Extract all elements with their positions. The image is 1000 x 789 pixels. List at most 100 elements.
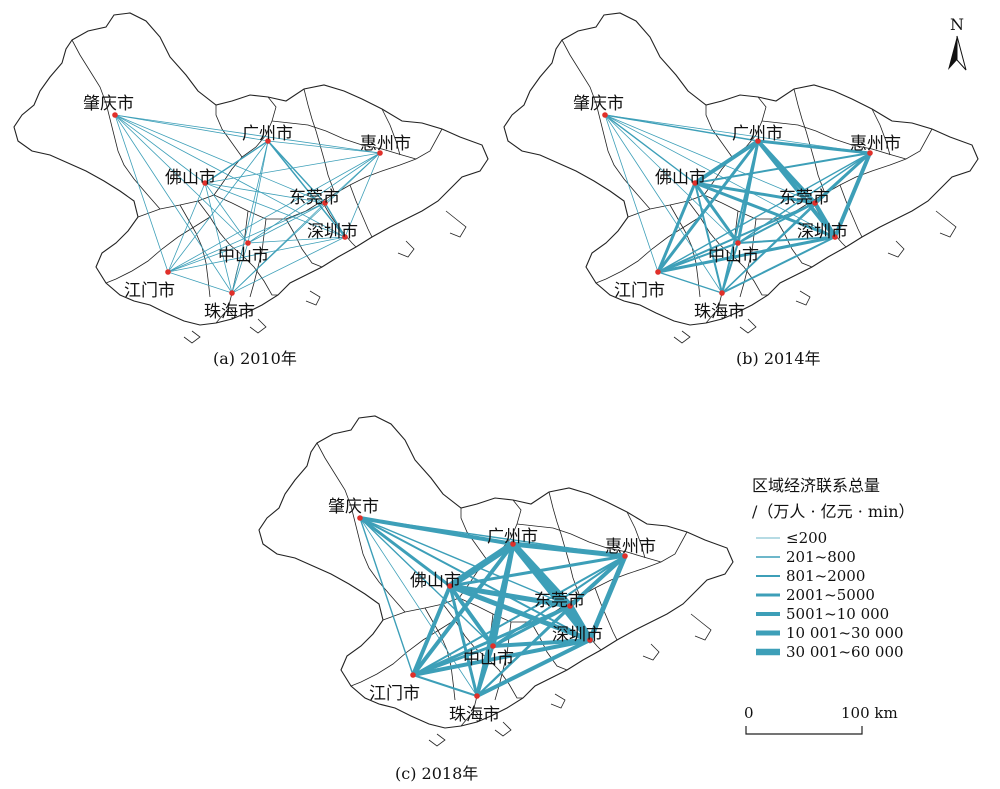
city-label-foshan: 佛山市 bbox=[655, 168, 706, 188]
legend-item: 2001~5000 bbox=[752, 585, 992, 604]
city-label-zhongshan: 中山市 bbox=[463, 649, 514, 669]
caption-2010: (a) 2010年 bbox=[213, 349, 297, 368]
link-foshan-dongguan bbox=[693, 181, 817, 205]
legend-swatch bbox=[756, 537, 780, 538]
economic-links bbox=[604, 114, 872, 294]
district-boundary bbox=[761, 120, 907, 160]
link-guangzhou-zhuhai bbox=[231, 140, 269, 294]
city-points bbox=[357, 515, 628, 699]
link-guangzhou-dongguan bbox=[267, 140, 326, 204]
outer-boundary bbox=[258, 415, 734, 729]
outer-boundary bbox=[503, 12, 979, 326]
island-boundary bbox=[690, 613, 712, 641]
legend-swatch bbox=[756, 555, 780, 558]
district-boundary bbox=[215, 105, 243, 158]
city-label-zhongshan: 中山市 bbox=[218, 246, 269, 266]
city-label-zhongshan: 中山市 bbox=[708, 246, 759, 266]
link-huizhou-shenzhen bbox=[833, 151, 872, 239]
link-guangzhou-huizhou bbox=[756, 139, 872, 155]
district-boundary bbox=[594, 587, 618, 641]
link-shenzhen-jiangmen bbox=[656, 235, 837, 274]
north-arrow-left bbox=[948, 36, 957, 70]
island-boundary bbox=[445, 210, 467, 238]
island-boundary bbox=[887, 240, 905, 258]
legend-items: ≤200 201~800 801~2000 2001~5000 5001~10 000 1… bbox=[752, 528, 992, 661]
district-boundary bbox=[595, 216, 701, 284]
link-foshan-zhongshan bbox=[693, 181, 740, 245]
legend-swatch bbox=[756, 593, 780, 596]
district-boundary bbox=[561, 39, 651, 210]
scale-bar-line bbox=[745, 726, 863, 735]
link-zhongshan-zhuhai bbox=[721, 242, 739, 294]
link-shenzhen-zhuhai bbox=[721, 236, 836, 294]
link-guangzhou-shenzhen bbox=[756, 139, 837, 239]
link-shenzhen-zhongshan bbox=[491, 638, 592, 648]
link-jiangmen-zhuhai bbox=[412, 674, 478, 697]
legend-label: 5001~10 000 bbox=[786, 604, 890, 623]
link-foshan-zhongshan bbox=[204, 182, 249, 244]
link-dongguan-shenzhen bbox=[566, 602, 594, 644]
link-shenzhen-zhongshan bbox=[737, 236, 836, 244]
legend-title-line1: 区域经济联系总量 bbox=[752, 476, 881, 495]
link-zhaoqing-zhongshan bbox=[114, 114, 249, 244]
island-boundary bbox=[673, 330, 691, 344]
scale-end-label: 100 km bbox=[841, 704, 898, 722]
district-boundary bbox=[105, 216, 211, 284]
island-boundary bbox=[183, 330, 201, 344]
city-point-huizhou bbox=[867, 150, 873, 156]
city-label-zhaoqing: 肇庆市 bbox=[328, 497, 379, 517]
city-point-dongguan bbox=[322, 200, 328, 206]
city-label-shenzhen: 深圳市 bbox=[797, 222, 848, 242]
city-label-jiangmen: 江门市 bbox=[369, 684, 420, 704]
city-point-guangzhou bbox=[265, 138, 271, 144]
city-label-dongguan: 东莞市 bbox=[779, 188, 830, 208]
city-point-jiangmen bbox=[655, 269, 661, 275]
district-boundary bbox=[197, 200, 278, 296]
link-huizhou-jiangmen bbox=[412, 555, 626, 676]
link-huizhou-shenzhen bbox=[587, 553, 628, 643]
city-point-shenzhen bbox=[587, 637, 593, 643]
city-point-huizhou bbox=[377, 150, 383, 156]
north-arrow-icon: N bbox=[948, 15, 967, 71]
link-zhaoqing-jiangmen bbox=[114, 114, 169, 273]
legend-item: 201~800 bbox=[752, 547, 992, 566]
city-point-jiangmen bbox=[165, 269, 171, 275]
district-boundary bbox=[460, 508, 488, 561]
island-boundary bbox=[428, 733, 446, 747]
legend-label: 801~2000 bbox=[786, 566, 866, 585]
district-boundary bbox=[705, 105, 733, 158]
city-point-zhuhai bbox=[474, 693, 480, 699]
link-dongguan-zhuhai bbox=[231, 202, 326, 294]
city-point-huizhou bbox=[622, 553, 628, 559]
link-guangzhou-foshan bbox=[204, 140, 269, 184]
district-boundary bbox=[285, 218, 323, 268]
legend-label: 201~800 bbox=[786, 547, 856, 566]
link-shenzhen-zhongshan bbox=[247, 236, 346, 244]
link-dongguan-zhongshan bbox=[247, 202, 326, 244]
link-jiangmen-zhuhai bbox=[167, 271, 233, 294]
link-dongguan-zhuhai bbox=[721, 202, 816, 294]
link-huizhou-jiangmen bbox=[657, 152, 871, 273]
legend-label: ≤200 bbox=[786, 528, 828, 547]
city-point-foshan bbox=[692, 180, 698, 186]
scale-start-label: 0 bbox=[744, 704, 754, 722]
caption-2014: (b) 2014年 bbox=[736, 349, 821, 368]
link-zhaoqing-guangzhou bbox=[358, 516, 515, 546]
city-label-huizhou: 惠州市 bbox=[360, 134, 411, 154]
link-foshan-jiangmen bbox=[656, 181, 697, 274]
link-huizhou-dongguan bbox=[813, 151, 872, 205]
district-boundary bbox=[316, 442, 406, 613]
district-boundary bbox=[530, 621, 568, 671]
link-guangzhou-huizhou bbox=[267, 140, 381, 154]
link-zhongshan-jiangmen bbox=[411, 644, 495, 677]
city-points bbox=[112, 112, 383, 296]
district-boundary bbox=[626, 511, 646, 559]
island-boundary bbox=[249, 318, 267, 334]
link-zhaoqing-jiangmen bbox=[359, 517, 414, 676]
legend-item: 10 001~30 000 bbox=[752, 623, 992, 642]
city-label-foshan: 佛山市 bbox=[165, 168, 216, 188]
district-boundary bbox=[548, 491, 580, 595]
island-boundary bbox=[795, 290, 811, 306]
